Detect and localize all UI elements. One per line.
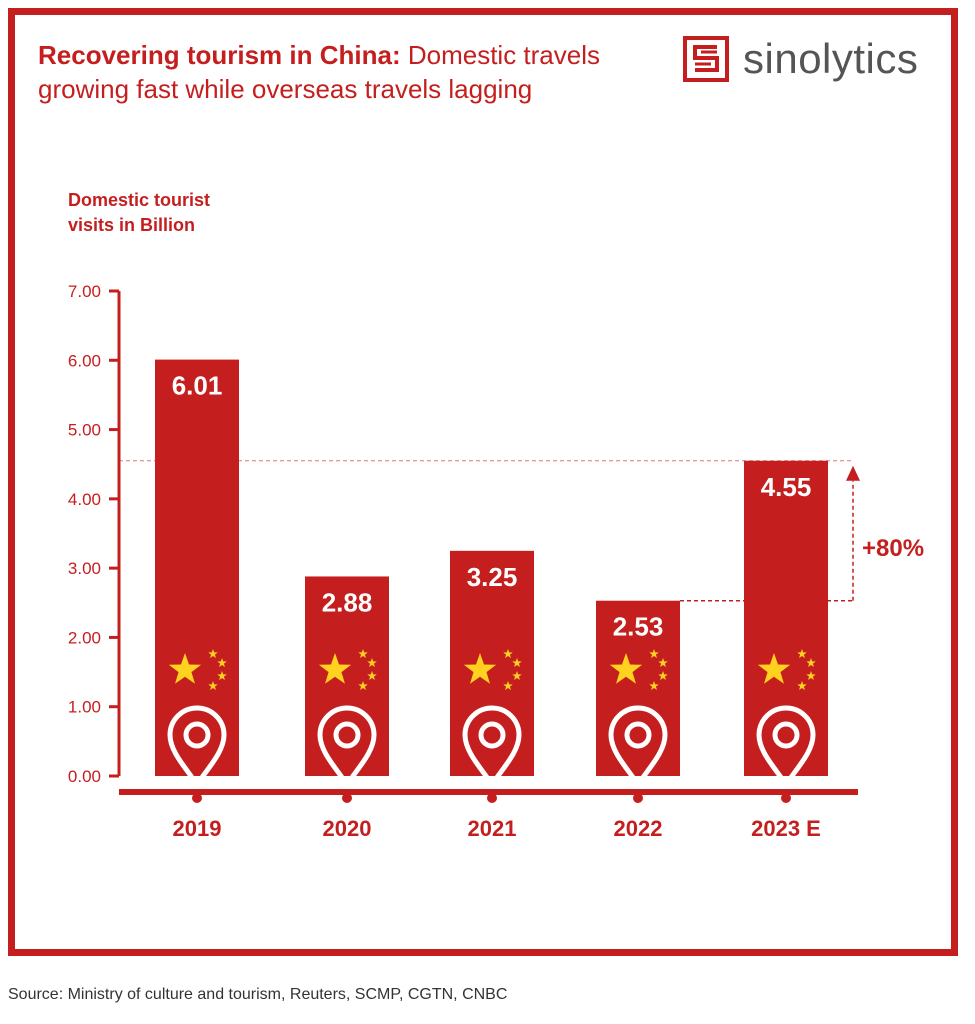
china-flag-stars-icon xyxy=(318,649,377,691)
bar-group: 6.01 2019 xyxy=(155,359,239,841)
x-tick-label: 2023 E xyxy=(751,816,821,841)
chart-title: Recovering tourism in China: Domestic tr… xyxy=(38,38,658,106)
y-tick-label: 1.00 xyxy=(68,698,101,717)
bar xyxy=(744,460,828,776)
baseline-dot xyxy=(781,793,791,803)
location-pin-icon xyxy=(608,705,668,791)
bar-value-label: 3.25 xyxy=(467,562,518,592)
baseline-dot xyxy=(487,793,497,803)
chart-frame xyxy=(8,8,958,956)
bar-value-label: 2.53 xyxy=(613,612,664,642)
y-tick-label: 2.00 xyxy=(68,628,101,647)
sinolytics-s-logo-icon xyxy=(683,36,729,82)
bar-chart: 0.00 1.00 2.00 3.00 4.00 5.00 6.00 7.00 6.01 2019… xyxy=(68,282,924,841)
location-pin-icon xyxy=(317,705,377,791)
location-pin-icon xyxy=(462,705,522,791)
bar-group: 3.25 2021 xyxy=(450,550,534,841)
title-rest: Domestic travels growing fast while over… xyxy=(38,40,600,104)
china-flag-stars-icon xyxy=(757,649,816,691)
y-tick-label: 5.00 xyxy=(68,421,101,440)
bar-group: 4.55 2023 E xyxy=(744,460,828,841)
y-tick-label: 0.00 xyxy=(68,767,101,786)
brand-name: sinolytics xyxy=(743,35,919,82)
y-tick-label: 7.00 xyxy=(68,282,101,301)
baseline-dot xyxy=(633,793,643,803)
brand-logo: sinolytics xyxy=(683,35,919,82)
y-tick-label: 4.00 xyxy=(68,490,101,509)
y-tick-label: 3.00 xyxy=(68,559,101,578)
growth-arrow-head xyxy=(846,465,860,481)
bar-value-label: 2.88 xyxy=(322,587,373,617)
y-axis-label: Domestic tourist visits in Billion xyxy=(68,190,211,235)
x-tick-label: 2020 xyxy=(323,816,372,841)
source-note: Source: Ministry of culture and tourism,… xyxy=(8,986,508,1003)
baseline-dot xyxy=(342,793,352,803)
bar xyxy=(155,359,239,776)
x-tick-label: 2019 xyxy=(173,816,222,841)
location-pin-icon xyxy=(167,705,227,791)
y-tick-label: 6.00 xyxy=(68,351,101,370)
growth-annotation: +80% xyxy=(862,535,924,562)
x-tick-label: 2021 xyxy=(468,816,517,841)
x-tick-label: 2022 xyxy=(614,816,663,841)
china-flag-stars-icon xyxy=(609,649,668,691)
china-flag-stars-icon xyxy=(463,649,522,691)
bar-value-label: 6.01 xyxy=(172,371,223,401)
baseline-dot xyxy=(192,793,202,803)
bar-group: 2.88 2020 xyxy=(305,576,389,841)
bar-value-label: 4.55 xyxy=(761,472,812,502)
china-flag-stars-icon xyxy=(168,649,227,691)
title-bold: Recovering tourism in China: xyxy=(38,40,401,70)
location-pin-icon xyxy=(756,705,816,791)
bar-group: 2.53 2022 xyxy=(596,600,680,841)
